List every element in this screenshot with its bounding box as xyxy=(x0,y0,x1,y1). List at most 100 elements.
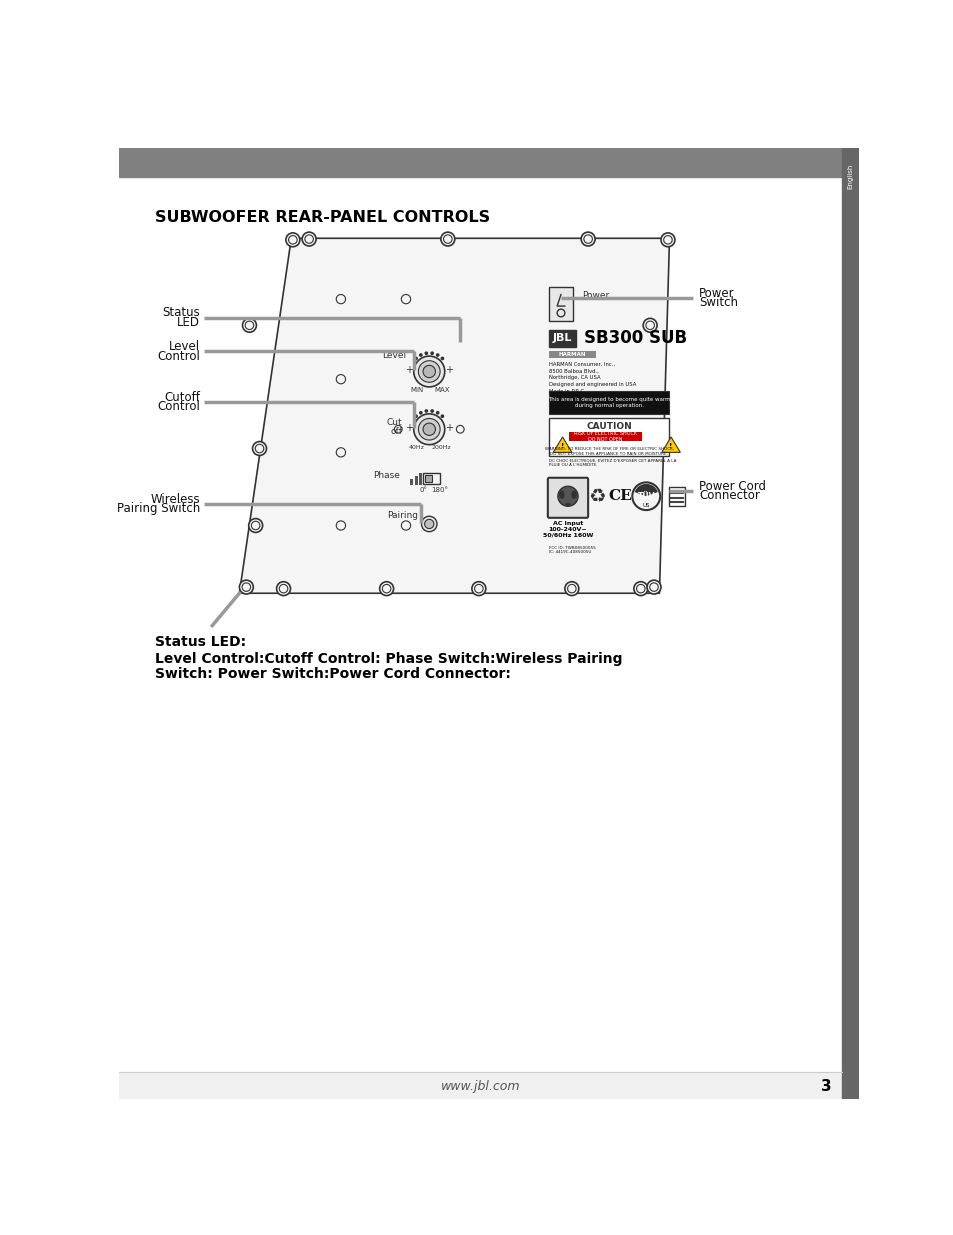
Text: CE: CE xyxy=(608,489,632,503)
Circle shape xyxy=(431,352,433,354)
Circle shape xyxy=(424,520,434,529)
Bar xyxy=(841,148,858,1099)
Bar xyxy=(119,1072,858,1099)
Text: FCC ID: TWB08500055
IC: 4419C-4085005U: FCC ID: TWB08500055 IC: 4419C-4085005U xyxy=(549,546,596,555)
Text: www.jbl.com: www.jbl.com xyxy=(440,1079,519,1093)
Polygon shape xyxy=(239,238,669,593)
Text: ♻: ♻ xyxy=(588,487,605,506)
Text: HARMAN: HARMAN xyxy=(558,352,586,357)
Bar xyxy=(549,390,669,414)
Text: This area is designed to become quite warm
during normal operation.: This area is designed to become quite wa… xyxy=(547,396,670,408)
Text: DC CHOC ELECTRIQUE, EVITEZ D'EXPOSER CET APPAREL A LA
PLUIE OU A L'HUMIDITE.: DC CHOC ELECTRIQUE, EVITEZ D'EXPOSER CET… xyxy=(549,458,677,467)
Circle shape xyxy=(642,319,657,332)
Circle shape xyxy=(253,442,266,456)
Text: 3: 3 xyxy=(820,1078,830,1093)
Bar xyxy=(549,330,576,347)
Circle shape xyxy=(401,294,410,304)
Circle shape xyxy=(379,582,394,595)
Circle shape xyxy=(415,415,416,417)
Circle shape xyxy=(425,352,427,354)
Bar xyxy=(410,479,413,485)
Text: off: off xyxy=(390,427,402,436)
Circle shape xyxy=(431,410,433,412)
Bar xyxy=(549,417,669,456)
Circle shape xyxy=(441,415,443,417)
Circle shape xyxy=(335,521,345,530)
Circle shape xyxy=(414,356,444,387)
Text: +: + xyxy=(405,422,413,432)
Text: Status: Status xyxy=(162,306,199,320)
Text: Wireless: Wireless xyxy=(150,493,199,506)
Circle shape xyxy=(646,580,660,594)
Text: English: English xyxy=(846,163,852,189)
Text: +: + xyxy=(445,422,453,432)
Text: Phase: Phase xyxy=(373,471,399,479)
FancyBboxPatch shape xyxy=(547,478,587,517)
Circle shape xyxy=(302,232,315,246)
Circle shape xyxy=(394,425,402,433)
Text: Switch: Power Switch:Power Cord Connector:: Switch: Power Switch:Power Cord Connecto… xyxy=(154,667,510,682)
Circle shape xyxy=(249,519,262,532)
Circle shape xyxy=(401,521,410,530)
Text: Control: Control xyxy=(157,350,199,363)
Text: SUBWOOFER REAR-PANEL CONTROLS: SUBWOOFER REAR-PANEL CONTROLS xyxy=(154,210,490,225)
Ellipse shape xyxy=(558,490,564,499)
Text: Power: Power xyxy=(699,288,734,300)
Text: 180°: 180° xyxy=(431,487,448,493)
Circle shape xyxy=(425,410,427,412)
Wedge shape xyxy=(634,484,658,496)
Circle shape xyxy=(636,442,649,456)
Text: WARNING: TO REDUCE THE RISK OF FIRE OR ELECTRIC SHOCK,
DO NOT EXPOSE THIS APPLIA: WARNING: TO REDUCE THE RISK OF FIRE OR E… xyxy=(544,447,673,456)
Bar xyxy=(119,148,858,178)
Text: CAUTION: CAUTION xyxy=(585,422,631,431)
Circle shape xyxy=(422,366,435,378)
Circle shape xyxy=(436,411,438,414)
Bar xyxy=(415,477,417,485)
Text: +: + xyxy=(445,366,453,375)
Text: US: US xyxy=(641,503,649,508)
Bar xyxy=(669,487,684,506)
Circle shape xyxy=(335,294,345,304)
Text: Level Control:Cutoff Control: Phase Switch:Wireless Pairing: Level Control:Cutoff Control: Phase Swit… xyxy=(154,652,621,666)
Circle shape xyxy=(472,582,485,595)
Text: Connector: Connector xyxy=(699,489,759,501)
Text: !: ! xyxy=(669,443,672,450)
Polygon shape xyxy=(553,437,571,452)
Circle shape xyxy=(421,516,436,531)
Text: SB300 SUB: SB300 SUB xyxy=(583,330,687,347)
Text: Power: Power xyxy=(581,291,609,300)
Text: MAX: MAX xyxy=(434,387,449,393)
Text: Status LED:: Status LED: xyxy=(154,635,246,648)
Text: +: + xyxy=(405,366,413,375)
Text: Level: Level xyxy=(381,351,406,359)
Circle shape xyxy=(239,580,253,594)
Circle shape xyxy=(418,361,439,383)
Circle shape xyxy=(242,319,256,332)
Bar xyxy=(568,431,641,441)
Bar xyxy=(422,473,439,484)
Text: Cutoff: Cutoff xyxy=(164,391,199,404)
Circle shape xyxy=(436,354,438,356)
Circle shape xyxy=(660,233,674,247)
Polygon shape xyxy=(661,437,679,452)
Circle shape xyxy=(418,419,439,440)
Text: Control: Control xyxy=(157,400,199,414)
Text: RISK OF ELECTRIC SHOCK
DO NOT OPEN: RISK OF ELECTRIC SHOCK DO NOT OPEN xyxy=(573,431,636,442)
Text: JBL: JBL xyxy=(553,333,572,343)
Text: LED: LED xyxy=(176,316,199,329)
Text: Pairing: Pairing xyxy=(387,511,418,520)
Text: 200Hz: 200Hz xyxy=(432,446,451,451)
Circle shape xyxy=(440,232,455,246)
Circle shape xyxy=(414,414,444,445)
Circle shape xyxy=(633,582,647,595)
Text: TÜV: TÜV xyxy=(637,492,655,500)
Circle shape xyxy=(558,487,578,506)
Text: MIN: MIN xyxy=(410,387,423,393)
Circle shape xyxy=(335,374,345,384)
Bar xyxy=(424,474,432,483)
Text: Cut: Cut xyxy=(386,417,402,426)
Text: 40Hz: 40Hz xyxy=(409,446,424,451)
Circle shape xyxy=(422,424,435,436)
Bar xyxy=(418,473,422,485)
Circle shape xyxy=(564,582,578,595)
